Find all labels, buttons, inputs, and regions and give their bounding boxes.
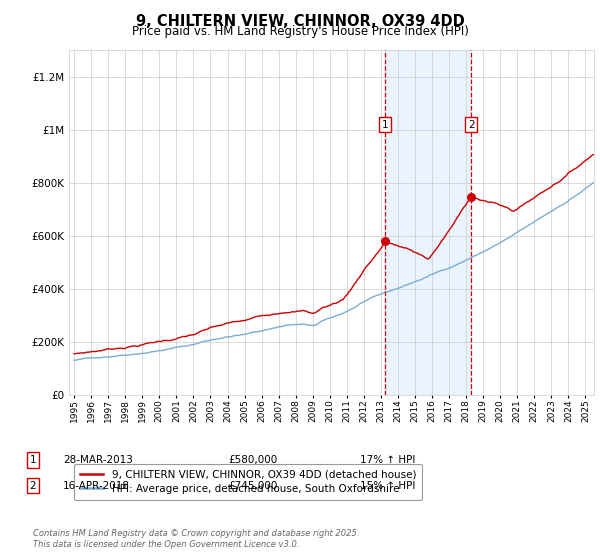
Text: 1: 1 xyxy=(29,455,37,465)
Text: 2: 2 xyxy=(468,120,475,129)
Text: £745,000: £745,000 xyxy=(228,480,277,491)
Legend: 9, CHILTERN VIEW, CHINNOR, OX39 4DD (detached house), HPI: Average price, detach: 9, CHILTERN VIEW, CHINNOR, OX39 4DD (det… xyxy=(74,464,422,501)
Text: 15% ↑ HPI: 15% ↑ HPI xyxy=(360,480,415,491)
Text: 28-MAR-2013: 28-MAR-2013 xyxy=(63,455,133,465)
Text: £580,000: £580,000 xyxy=(228,455,277,465)
Point xyxy=(467,193,476,202)
Text: 16-APR-2018: 16-APR-2018 xyxy=(63,480,130,491)
Bar xyxy=(385,50,471,395)
Point xyxy=(380,237,390,246)
Text: 2: 2 xyxy=(29,480,37,491)
Text: 17% ↑ HPI: 17% ↑ HPI xyxy=(360,455,415,465)
Text: Contains HM Land Registry data © Crown copyright and database right 2025.
This d: Contains HM Land Registry data © Crown c… xyxy=(33,529,359,549)
Text: 1: 1 xyxy=(382,120,388,129)
Text: Price paid vs. HM Land Registry's House Price Index (HPI): Price paid vs. HM Land Registry's House … xyxy=(131,25,469,38)
Text: 9, CHILTERN VIEW, CHINNOR, OX39 4DD: 9, CHILTERN VIEW, CHINNOR, OX39 4DD xyxy=(136,14,464,29)
